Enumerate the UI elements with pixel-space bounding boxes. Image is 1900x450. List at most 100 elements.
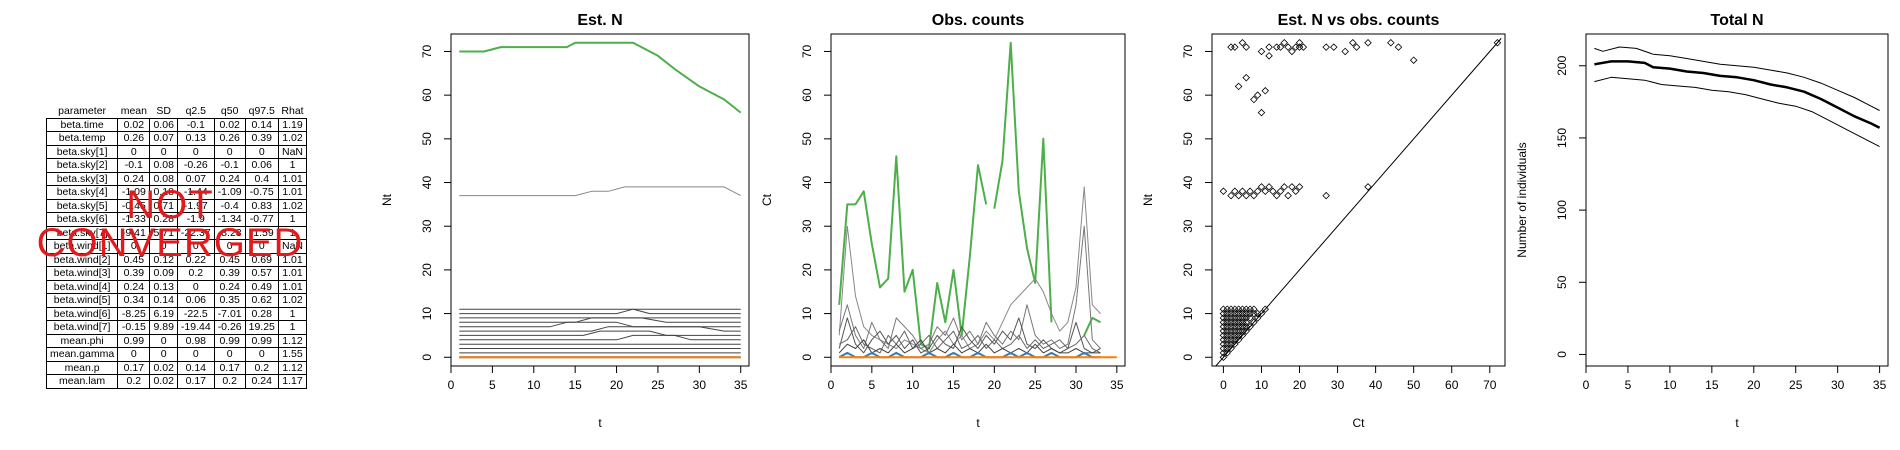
table-cell: 0: [149, 333, 178, 348]
data-point: [1295, 43, 1304, 51]
table-cell: 1.01: [277, 266, 308, 281]
table-cell: 19.25: [244, 320, 279, 335]
x-tick-label: 50: [1407, 378, 1421, 392]
table-cell: 1: [277, 320, 308, 335]
chart-panel-4: Total N t Number of individuals 0 5 10 15 20 25 3…: [1515, 12, 1889, 430]
y-tick-label: 150: [1555, 128, 1569, 148]
data-point: [1280, 183, 1289, 191]
table-cell: 0.2: [176, 266, 215, 281]
column-header: Rhat: [281, 105, 304, 117]
table-row: beta.temp 0.26 0.07 0.13 0.26 0.39 1.02: [45, 131, 308, 146]
series-line: [459, 186, 741, 197]
series-line: [838, 225, 1101, 349]
series-line: [459, 41, 742, 114]
table-cell: 0.14: [149, 293, 178, 308]
table-cell: 0.99: [213, 333, 246, 348]
x-tick-label: 5: [1625, 378, 1632, 392]
x-tick-label: 10: [1663, 378, 1677, 392]
x-tick-label: 15: [1705, 378, 1719, 392]
data-point: [1231, 43, 1239, 51]
table-cell: 0.39: [244, 131, 279, 146]
table-row: beta.wind[2] 0.45 0.12 0.22 0.45 0.69 1.01: [45, 252, 308, 267]
table-cell: 0.62: [244, 293, 279, 308]
x-tick-label: 0: [448, 378, 455, 392]
plot-frame: [450, 33, 750, 367]
x-tick-label: 20: [988, 378, 1002, 392]
data-point: [1261, 187, 1270, 196]
x-axis-label: t: [1735, 416, 1739, 430]
data-point: [1288, 47, 1296, 56]
table-cell: 0.28: [149, 212, 178, 227]
table-row: beta.sky[3] 0.24 0.08 0.07 0.24 0.4 1.01: [45, 171, 308, 186]
table-row: beta.sky[5] -0.45 0.71 -1.97 -0.4 0.83 1.02: [45, 198, 308, 213]
table-cell: 1.55: [277, 347, 308, 362]
series-line: [459, 334, 741, 341]
y-axis-label: Number of individuals: [1515, 142, 1529, 257]
table-cell: 0.24: [117, 279, 151, 294]
x-tick-label: 0: [828, 378, 835, 392]
data-point: [1276, 187, 1285, 196]
plot-area: [1594, 46, 1881, 148]
column-header: q50: [220, 105, 239, 117]
table-cell: -1.09: [117, 185, 151, 200]
data-point: [1250, 95, 1258, 104]
data-point: [1284, 191, 1292, 200]
data-point: [1387, 38, 1395, 47]
table-cell: 0.2: [244, 360, 279, 375]
y-tick-label: 0: [800, 354, 814, 361]
table-cell: beta.sky[2]: [45, 158, 119, 173]
table-header-row: parameter mean SD q2.5 q50 q97.5 Rhat: [47, 105, 307, 118]
column-header: mean: [120, 105, 147, 117]
chart-title: Est. N: [577, 12, 622, 29]
data-point: [1250, 305, 1258, 313]
table-cell: -0.26: [213, 320, 246, 335]
data-point: [1246, 322, 1254, 331]
x-axis-label: Ct: [1353, 416, 1366, 430]
data-point: [1261, 87, 1270, 95]
chart-title: Total N: [1710, 12, 1763, 29]
data-point: [1295, 38, 1304, 47]
table-row: beta.wind[6] -8.25 6.19 -22.5 -7.01 0.28 1: [45, 306, 308, 321]
table-cell: -0.26: [176, 158, 215, 173]
y-tick-label: 70: [1181, 44, 1195, 58]
x-tick-label: 60: [1445, 378, 1459, 392]
data-point: [1219, 187, 1228, 196]
table-cell: 0.02: [149, 374, 178, 389]
table-row: mean.lam 0.2 0.02 0.17 0.2 0.24 1.17: [45, 374, 308, 389]
y-tick-label: 40: [800, 176, 814, 190]
y-tick-label: 60: [1181, 88, 1195, 102]
table-cell: 0.14: [176, 360, 215, 375]
y-tick-label: 20: [1181, 263, 1195, 277]
column-header: q2.5: [185, 105, 207, 117]
x-tick-label: 25: [1028, 378, 1042, 392]
data-point: [1242, 318, 1251, 327]
table-row: beta.sky[1] 0 0 0 0 0 NaN: [45, 144, 308, 159]
data-point: [1246, 187, 1254, 196]
data-point: [1250, 191, 1258, 200]
plot-frame: [830, 33, 1126, 367]
table-cell: -1.34: [213, 212, 246, 227]
plot-area: [459, 41, 742, 359]
table-cell: -8.23: [213, 225, 246, 240]
table-row: mean.p 0.17 0.02 0.14 0.17 0.2 1.12: [45, 360, 308, 375]
data-point: [1330, 43, 1338, 51]
data-point: [1231, 340, 1239, 348]
table-cell: 0.24: [244, 374, 279, 389]
table-cell: -22.37: [176, 225, 215, 240]
table-cell: -7.01: [213, 306, 246, 321]
x-tick-label: 10: [1255, 378, 1269, 392]
table-cell: 0.07: [176, 171, 215, 186]
x-tick-label: 5: [868, 378, 875, 392]
y-tick-label: 40: [420, 176, 434, 190]
y-tick-label: 50: [1181, 132, 1195, 146]
table-cell: 1.19: [277, 117, 308, 132]
series-line: [459, 330, 741, 336]
table-cell: -1.59: [244, 225, 279, 240]
x-tick-label: 20: [610, 378, 624, 392]
y-tick-label: 20: [800, 263, 814, 277]
data-point: [1242, 327, 1251, 335]
x-tick-label: 0: [1583, 378, 1590, 392]
data-point: [1238, 331, 1247, 340]
data-point: [1234, 336, 1243, 344]
